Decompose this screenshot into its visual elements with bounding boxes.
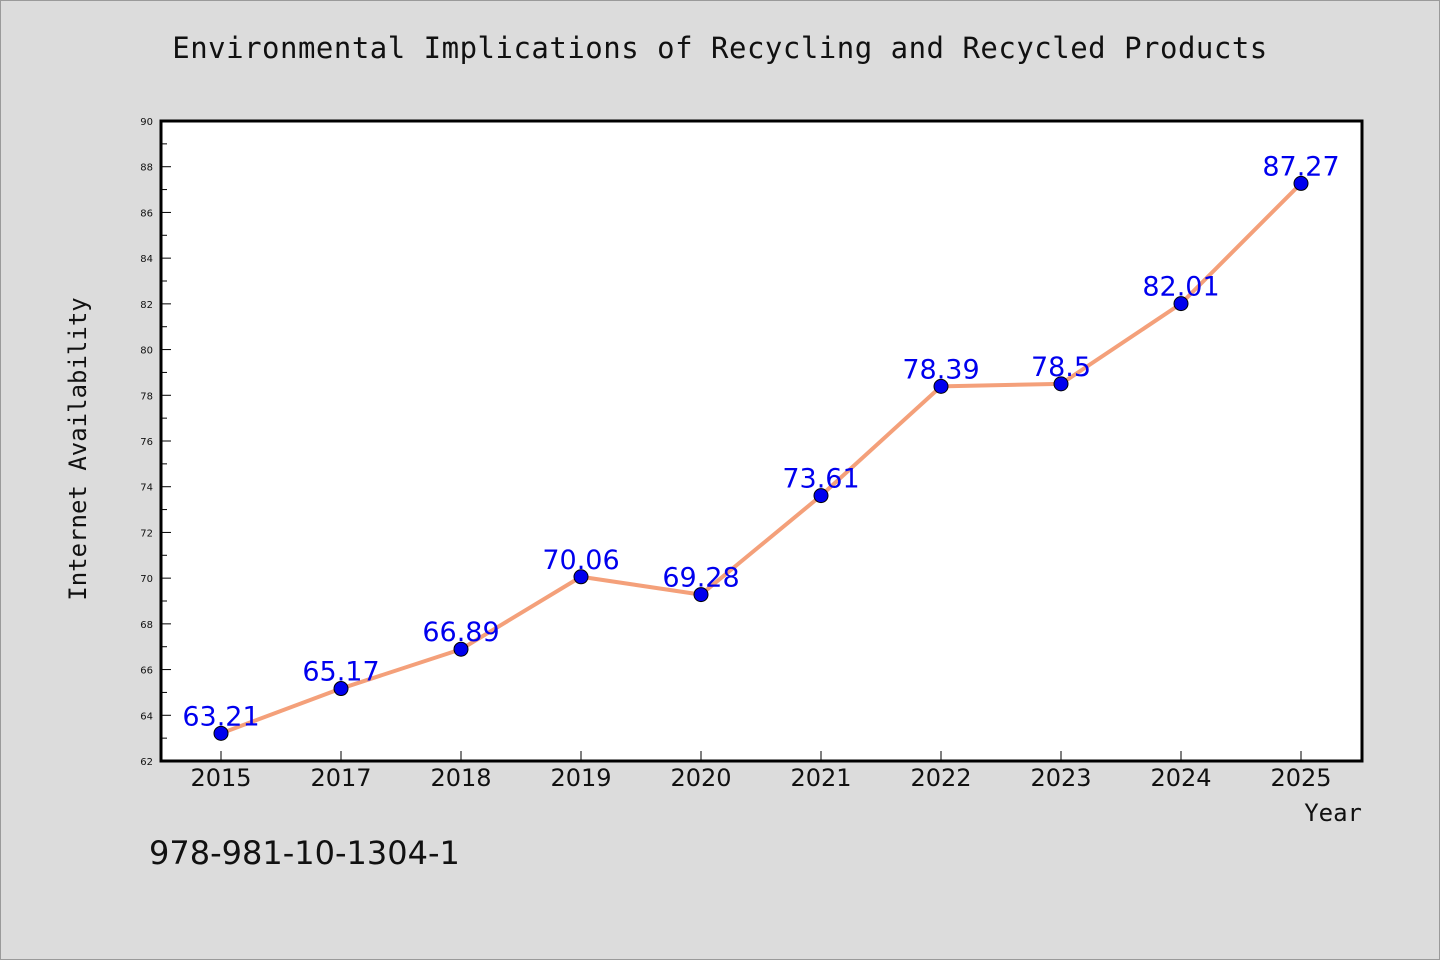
data-point-marker xyxy=(813,488,829,504)
y-tick-label: 88 xyxy=(140,163,153,174)
data-label: 78.5 xyxy=(1031,352,1091,383)
data-label: 63.21 xyxy=(182,701,259,732)
y-tick-label: 62 xyxy=(140,757,153,768)
y-tick-label: 86 xyxy=(140,208,153,219)
x-tick-label: 2019 xyxy=(550,764,611,792)
y-axis-label: Internet Availability xyxy=(64,297,92,600)
y-tick-label: 68 xyxy=(140,620,153,631)
series-line xyxy=(220,181,1303,736)
y-tick-label: 66 xyxy=(140,666,153,677)
plot-area xyxy=(159,119,1364,763)
y-tick-label: 70 xyxy=(140,574,153,585)
data-point-marker xyxy=(933,378,949,394)
chart-title: Environmental Implications of Recycling … xyxy=(172,31,1268,65)
y-tick-label: 64 xyxy=(140,711,153,722)
data-point-marker xyxy=(1173,296,1189,312)
x-tick-label: 2022 xyxy=(910,764,971,792)
data-label: 65.17 xyxy=(302,657,379,688)
data-label: 70.06 xyxy=(542,545,619,576)
data-label: 66.89 xyxy=(422,617,499,648)
data-point-marker xyxy=(1053,376,1069,392)
data-label: 87.27 xyxy=(1262,151,1339,182)
y-tick-label: 78 xyxy=(140,391,153,402)
data-label: 82.01 xyxy=(1142,272,1219,303)
data-label: 73.61 xyxy=(782,464,859,495)
x-tick-label: 2017 xyxy=(310,764,371,792)
x-tick-label: 2020 xyxy=(670,764,731,792)
data-point-marker xyxy=(453,641,469,657)
x-tick-label: 2018 xyxy=(430,764,491,792)
x-tick-label: 2015 xyxy=(190,764,251,792)
data-point-marker xyxy=(573,569,589,585)
y-tick-label: 72 xyxy=(140,528,153,539)
isbn-text: 978-981-10-1304-1 xyxy=(149,834,460,872)
data-point-marker xyxy=(213,725,229,741)
x-tick-label: 2024 xyxy=(1150,764,1211,792)
x-tick-label: 2021 xyxy=(790,764,851,792)
data-point-marker xyxy=(1293,175,1309,191)
y-tick-label: 90 xyxy=(140,117,153,128)
data-label: 69.28 xyxy=(662,563,739,594)
x-tick-label: 2023 xyxy=(1030,764,1091,792)
data-point-marker xyxy=(693,587,709,603)
y-tick-label: 74 xyxy=(140,483,153,494)
x-tick-label: 2025 xyxy=(1270,764,1331,792)
y-tick-label: 84 xyxy=(140,254,153,265)
y-tick-label: 80 xyxy=(140,346,153,357)
data-label: 78.39 xyxy=(902,354,979,385)
data-point-marker xyxy=(333,681,349,697)
y-tick-label: 82 xyxy=(140,300,153,311)
y-tick-label: 76 xyxy=(140,437,153,448)
x-axis-label: Year xyxy=(1304,799,1362,827)
